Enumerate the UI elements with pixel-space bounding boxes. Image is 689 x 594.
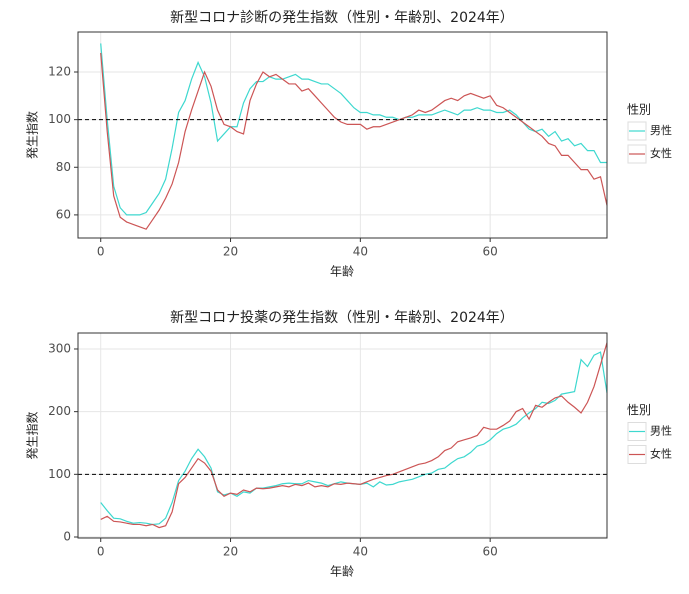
legend-title: 性別 — [627, 103, 651, 117]
x-axis-title: 年齢 — [330, 264, 354, 279]
y-axis-title: 発生指数 — [25, 411, 40, 459]
y-tick-label: 60 — [56, 207, 71, 221]
legend-label: 男性 — [650, 123, 672, 137]
plot-background — [78, 32, 607, 238]
panel-group: 新型コロナ診断の発生指数（性別・年齢別、2024年） 60 80 100 120 0 20 4… — [25, 10, 673, 279]
data-line — [100, 342, 608, 529]
plot-background — [78, 333, 607, 538]
x-tick-label: 20 — [223, 245, 238, 259]
plot-border — [77, 332, 608, 539]
y-axis-title: 発生指数 — [25, 111, 40, 159]
legend-label: 女性 — [650, 146, 672, 160]
x-tick-label: 40 — [353, 545, 368, 559]
y-tick-label: 80 — [56, 160, 71, 174]
y-tick-label: 120 — [48, 65, 71, 79]
panel-group: 新型コロナ投薬の発生指数（性別・年齢別、2024年） 0 100 200 300 0 20 4… — [25, 310, 673, 579]
chart-title: 新型コロナ診断の発生指数（性別・年齢別、2024年） — [170, 10, 514, 26]
x-tick-label: 0 — [97, 545, 105, 559]
x-tick-label: 60 — [483, 545, 498, 559]
y-tick-label: 100 — [48, 467, 71, 481]
y-tick-label: 200 — [48, 404, 71, 418]
y-tick-label: 0 — [63, 529, 71, 543]
x-axis-title: 年齢 — [330, 564, 354, 579]
legend-title: 性別 — [627, 403, 651, 417]
x-tick-label: 40 — [353, 245, 368, 259]
legend-label: 男性 — [650, 424, 672, 438]
y-tick-label: 100 — [48, 112, 71, 126]
y-tick-label: 300 — [48, 341, 71, 355]
x-tick-label: 0 — [97, 245, 105, 259]
chart-title: 新型コロナ投薬の発生指数（性別・年齢別、2024年） — [170, 310, 514, 326]
x-tick-label: 20 — [223, 545, 238, 559]
plot-border — [77, 31, 608, 239]
data-line — [100, 52, 608, 230]
x-tick-label: 60 — [483, 245, 498, 259]
legend-label: 女性 — [650, 447, 672, 461]
